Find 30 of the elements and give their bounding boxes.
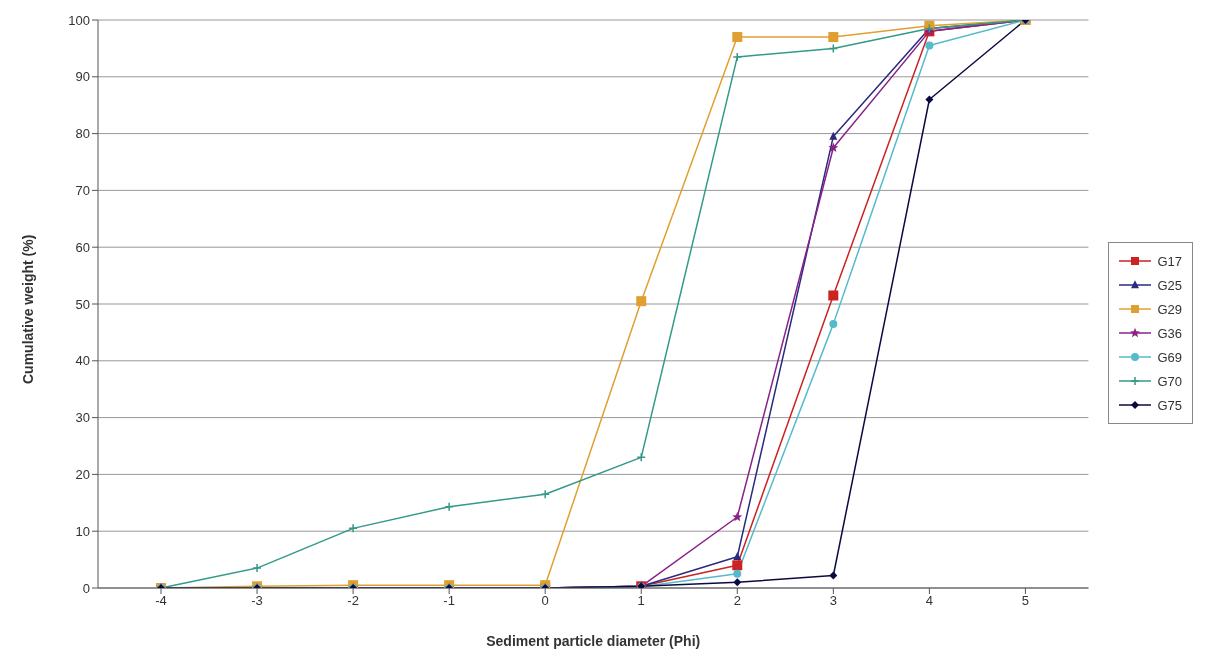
legend-label: G17 xyxy=(1157,253,1182,269)
y-tick-label: 100 xyxy=(68,12,90,28)
y-tick-label: 20 xyxy=(75,467,90,483)
x-tick-label: 4 xyxy=(925,593,933,609)
legend-label: G29 xyxy=(1157,301,1182,317)
y-tick-label: 60 xyxy=(75,239,90,255)
legend-label: G70 xyxy=(1157,373,1182,389)
x-tick-label: -4 xyxy=(155,593,167,609)
legend-label: G25 xyxy=(1157,277,1182,293)
y-tick-label: 40 xyxy=(75,353,90,369)
x-tick-label: 0 xyxy=(541,593,549,609)
legend-label: G75 xyxy=(1157,397,1182,413)
x-tick-label: 5 xyxy=(1021,593,1030,609)
x-tick-label: 3 xyxy=(829,593,837,609)
legend-label: G69 xyxy=(1157,349,1182,365)
x-tick-label: -1 xyxy=(443,593,455,609)
x-axis-title: Sediment particle diameter (Phi) xyxy=(486,633,701,649)
x-tick-label: 1 xyxy=(637,593,645,609)
y-tick-label: 80 xyxy=(75,126,90,142)
y-tick-label: 10 xyxy=(75,523,90,539)
x-tick-label: -2 xyxy=(347,593,359,609)
x-tick-label: 2 xyxy=(733,593,741,609)
y-tick-label: 0 xyxy=(82,580,90,596)
y-tick-label: 70 xyxy=(75,183,90,199)
legend-label: G36 xyxy=(1157,325,1182,341)
x-tick-label: -3 xyxy=(251,593,263,609)
y-tick-label: 90 xyxy=(75,69,90,85)
y-axis-title: Cumulative weight (%) xyxy=(19,234,36,384)
y-tick-label: 50 xyxy=(75,296,90,312)
y-tick-label: 30 xyxy=(75,410,90,426)
